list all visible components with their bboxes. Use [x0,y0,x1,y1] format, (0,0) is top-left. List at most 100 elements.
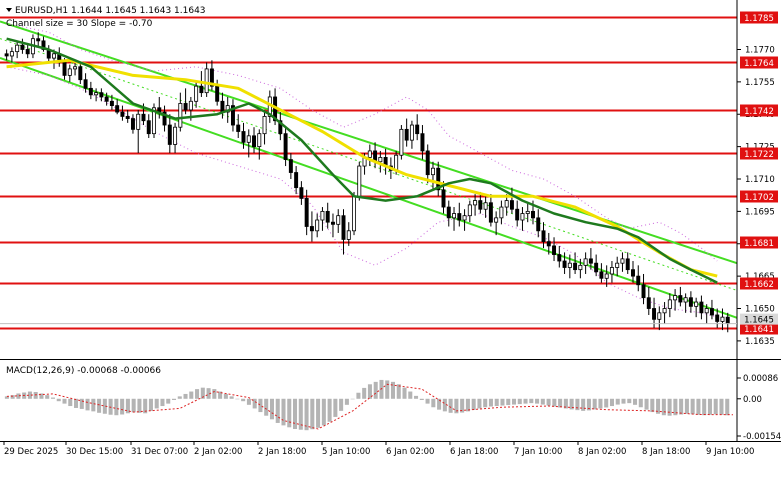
time-tick-label: 9 Jan 10:00 [706,447,754,457]
time-tick-label: 2 Jan 02:00 [194,447,242,457]
macd-bar [523,398,528,404]
macd-bar [74,398,79,408]
macd-bar [62,398,67,404]
candle-body [199,85,204,94]
macd-bar [316,398,321,428]
candle-body [52,53,56,59]
macd-bar [477,398,482,409]
level-label: 1.1662 [744,280,774,290]
ma-fast-line [6,37,718,284]
candle-body [562,260,567,268]
macd-bar [696,398,701,415]
candle [262,109,267,145]
candle-body [657,312,662,320]
candle-body [636,275,641,286]
candle-body [141,113,146,122]
candle-body [336,215,341,225]
macd-bar [56,398,61,402]
candle-body [36,38,41,42]
candle [78,62,83,85]
candle [688,291,693,313]
candle-body [146,120,151,135]
candle-body [120,111,125,117]
candle-body [683,297,688,303]
macd-bar [546,398,551,406]
candle [94,88,99,102]
candle [278,112,283,141]
candle [36,32,41,48]
candle-body [646,297,651,309]
channel-upper-line [0,20,738,265]
candlesticks [4,32,730,333]
candle-body [194,85,199,102]
candle [683,293,688,313]
candle-body [531,210,535,219]
macd-tick-label: 0.00 [743,395,762,405]
candle [694,297,699,318]
candle [499,200,504,225]
macd-bar [206,388,211,399]
candle-body [378,157,383,163]
candle-body [694,301,699,307]
candle-body [609,267,614,275]
candle [552,237,557,262]
level-label-box [740,236,778,249]
macd-bar [661,398,666,416]
macd-signal-line [6,383,734,430]
candle-body [520,213,525,221]
time-tick-label: 6 Jan 02:00 [386,447,434,457]
candle [667,293,672,318]
macd-bar [633,398,638,405]
candle [562,252,567,274]
level-label: 1.1702 [744,193,774,203]
candle-body [309,226,314,232]
price-tick-label: 1.1650 [745,305,775,315]
time-tick-label: 29 Dec 2025 [4,447,58,457]
dropdown-triangle-icon[interactable] [6,8,12,12]
candle-body [283,133,288,160]
macd-bar [673,398,678,416]
macd-bar [592,398,597,410]
candle-body [567,262,572,268]
macd-bar [344,398,349,405]
candle [109,94,114,110]
macd-bar [137,398,142,413]
candle [457,202,462,227]
candle [415,114,420,141]
level-label: 1.1742 [744,107,774,117]
price-tick-label: 1.1710 [745,175,775,185]
candle-body [662,308,667,314]
macd-panel [4,379,734,431]
macd-bar [569,398,574,410]
candle [409,120,414,149]
macd-bar [148,398,153,411]
macd-bar [494,398,499,407]
candle-body [673,295,678,301]
candle [115,99,120,115]
candle-body [352,195,357,232]
candle [631,261,635,283]
current-price-marker: 1.1645 [0,313,778,326]
candle-body [446,206,451,219]
candle-body [367,150,372,158]
candle [9,47,14,63]
candle [104,92,109,106]
macd-bar [16,393,21,399]
current-price-label: 1.1645 [744,316,774,326]
candle [67,64,72,82]
macd-bar [713,398,718,415]
candle [404,118,409,147]
candle-body [83,79,88,89]
candle [494,211,499,236]
level-label-box [740,190,778,203]
candle [330,213,335,238]
candle-body [346,230,351,240]
candle [183,88,188,115]
macd-bar [281,398,286,426]
candle-body [631,269,635,277]
candle [557,245,562,268]
candle-body [462,215,467,221]
candle-body [399,128,404,156]
time-tick-label: 8 Jan 18:00 [642,447,690,457]
candle [357,161,362,201]
